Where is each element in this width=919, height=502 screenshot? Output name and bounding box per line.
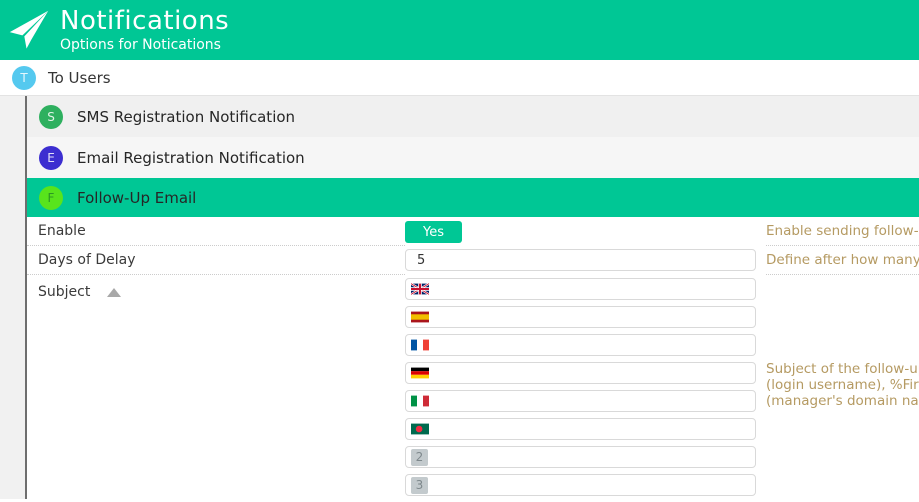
days-of-delay-input[interactable] [411,252,755,268]
subject-input-lang2[interactable] [428,449,755,465]
subject-field-en [405,278,756,300]
section-initial-badge: S [39,104,63,129]
days-of-delay-help-text: Define after how many d [766,246,919,275]
enable-yes-button[interactable]: Yes [405,221,462,243]
subject-field-lang3: 3 [405,474,756,496]
language-2-badge: 2 [411,448,428,466]
subject-input-es[interactable] [429,309,755,325]
subject-input-bn[interactable] [429,421,755,437]
spain-flag-icon [411,311,429,323]
subject-help-text: Subject of the follow-up (login username… [766,361,919,409]
subject-input-lang3[interactable] [428,477,755,493]
subject-input-it[interactable] [429,393,755,409]
subject-input-de[interactable] [429,365,755,381]
enable-label: Enable [27,217,405,246]
subject-field-lang2: 2 [405,446,756,468]
page-subtitle: Options for Notications [60,36,221,53]
subject-field-fr [405,334,756,356]
section-label: Email Registration Notification [77,148,305,167]
section-label: SMS Registration Notification [77,107,296,126]
italy-flag-icon [411,395,429,407]
days-of-delay-label: Days of Delay [27,246,405,275]
france-flag-icon [411,339,429,351]
left-gutter [0,96,27,499]
section-item-follow-up-email[interactable]: F Follow-Up Email [27,178,919,217]
setting-row-subject: Subject [27,275,919,502]
sort-up-icon[interactable] [107,288,122,297]
group-header-to-users[interactable]: T To Users [0,60,919,96]
section-initial-badge: E [39,145,63,170]
group-initial-badge: T [12,65,36,90]
enable-help-text: Enable sending follow-u [766,217,919,246]
group-label: To Users [48,68,111,87]
page-title: Notifications [60,5,230,36]
germany-flag-icon [411,367,429,379]
subject-field-bn [405,418,756,440]
language-3-badge: 3 [411,476,428,494]
paper-plane-icon [7,8,51,54]
section-item-sms-registration[interactable]: S SMS Registration Notification [27,96,919,137]
subject-input-fr[interactable] [429,337,755,353]
setting-row-enable: Enable Yes Enable sending follow-u [27,217,919,246]
subject-field-de [405,362,756,384]
page-header: Notifications Options for Notications [0,0,919,60]
section-item-email-registration[interactable]: E Email Registration Notification [27,137,919,178]
section-label: Follow-Up Email [77,188,197,207]
subject-field-it [405,390,756,412]
setting-row-days-of-delay: Days of Delay Define after how many d [27,246,919,275]
uk-flag-icon [411,283,429,295]
section-initial-badge: F [39,185,63,210]
subject-label: Subject [38,284,91,300]
bangladesh-flag-icon [411,423,429,435]
subject-input-en[interactable] [429,281,755,297]
subject-field-es [405,306,756,328]
